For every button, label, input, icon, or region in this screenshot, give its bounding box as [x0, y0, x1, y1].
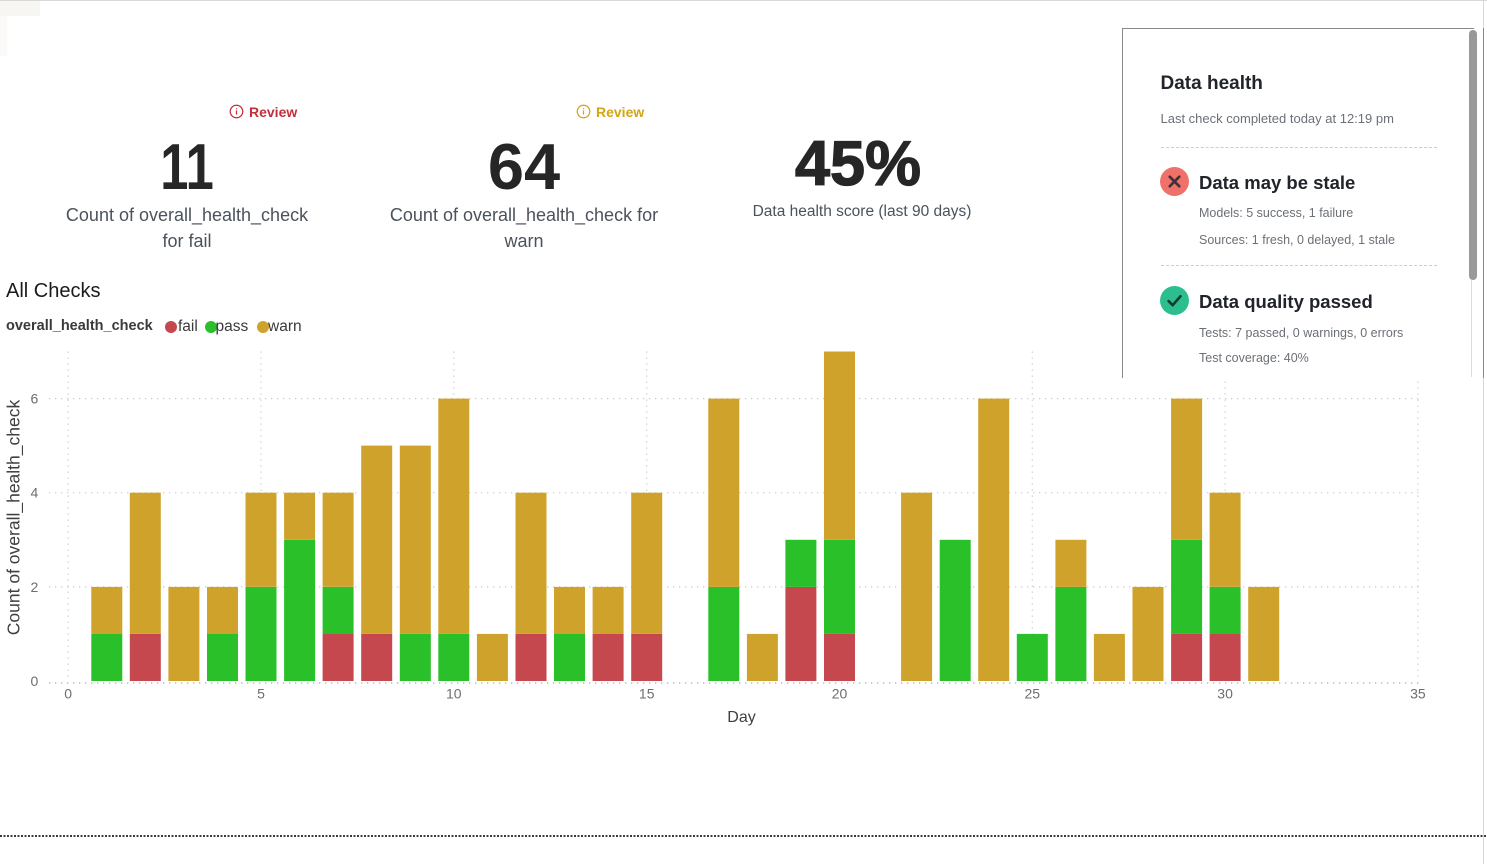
svg-text:4: 4 [31, 485, 39, 501]
svg-text:2: 2 [31, 579, 39, 595]
svg-text:20: 20 [832, 686, 848, 702]
svg-text:0: 0 [64, 686, 72, 702]
svg-text:0: 0 [31, 673, 39, 689]
svg-text:Day: Day [727, 709, 755, 726]
svg-text:Count of overall_health_check: Count of overall_health_check [3, 400, 24, 636]
svg-text:35: 35 [1410, 686, 1426, 702]
svg-text:6: 6 [31, 391, 39, 407]
svg-text:15: 15 [639, 686, 655, 702]
svg-text:25: 25 [1025, 686, 1041, 702]
svg-text:5: 5 [257, 686, 265, 702]
svg-text:30: 30 [1217, 686, 1233, 702]
svg-text:10: 10 [446, 686, 462, 702]
